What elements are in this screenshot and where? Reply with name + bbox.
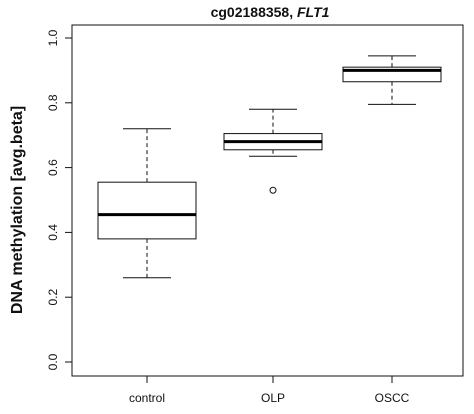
y-axis: 0.0 0.2 0.4 0.6 0.8 1.0 <box>46 29 72 370</box>
chart-title-gene: FLT1 <box>297 4 330 20</box>
y-tick-label-1: 0.2 <box>46 289 60 306</box>
chart-title-probe: cg02188358, <box>211 4 297 20</box>
boxes <box>97 55 442 279</box>
y-tick-label-4: 0.8 <box>46 94 60 111</box>
y-tick-label-0: 0.0 <box>46 353 60 370</box>
box-control <box>97 128 197 279</box>
y-tick-label-2: 0.4 <box>46 224 60 241</box>
plot-frame <box>71 24 464 377</box>
chart-title: cg02188358, FLT1 <box>211 4 330 20</box>
x-tick-label-1: OLP <box>261 391 285 405</box>
y-tick-label-5: 1.0 <box>46 29 60 46</box>
x-axis: control OLP OSCC <box>129 376 410 405</box>
iqr-box <box>97 181 197 240</box>
box-OSCC <box>342 55 442 105</box>
x-tick-label-0: control <box>129 391 165 405</box>
box-OLP <box>223 108 323 194</box>
x-tick-label-2: OSCC <box>375 391 410 405</box>
y-axis-label: DNA methylation [avg.beta] <box>9 106 26 314</box>
y-tick-label-3: 0.6 <box>46 159 60 176</box>
outlier-point <box>269 186 277 194</box>
